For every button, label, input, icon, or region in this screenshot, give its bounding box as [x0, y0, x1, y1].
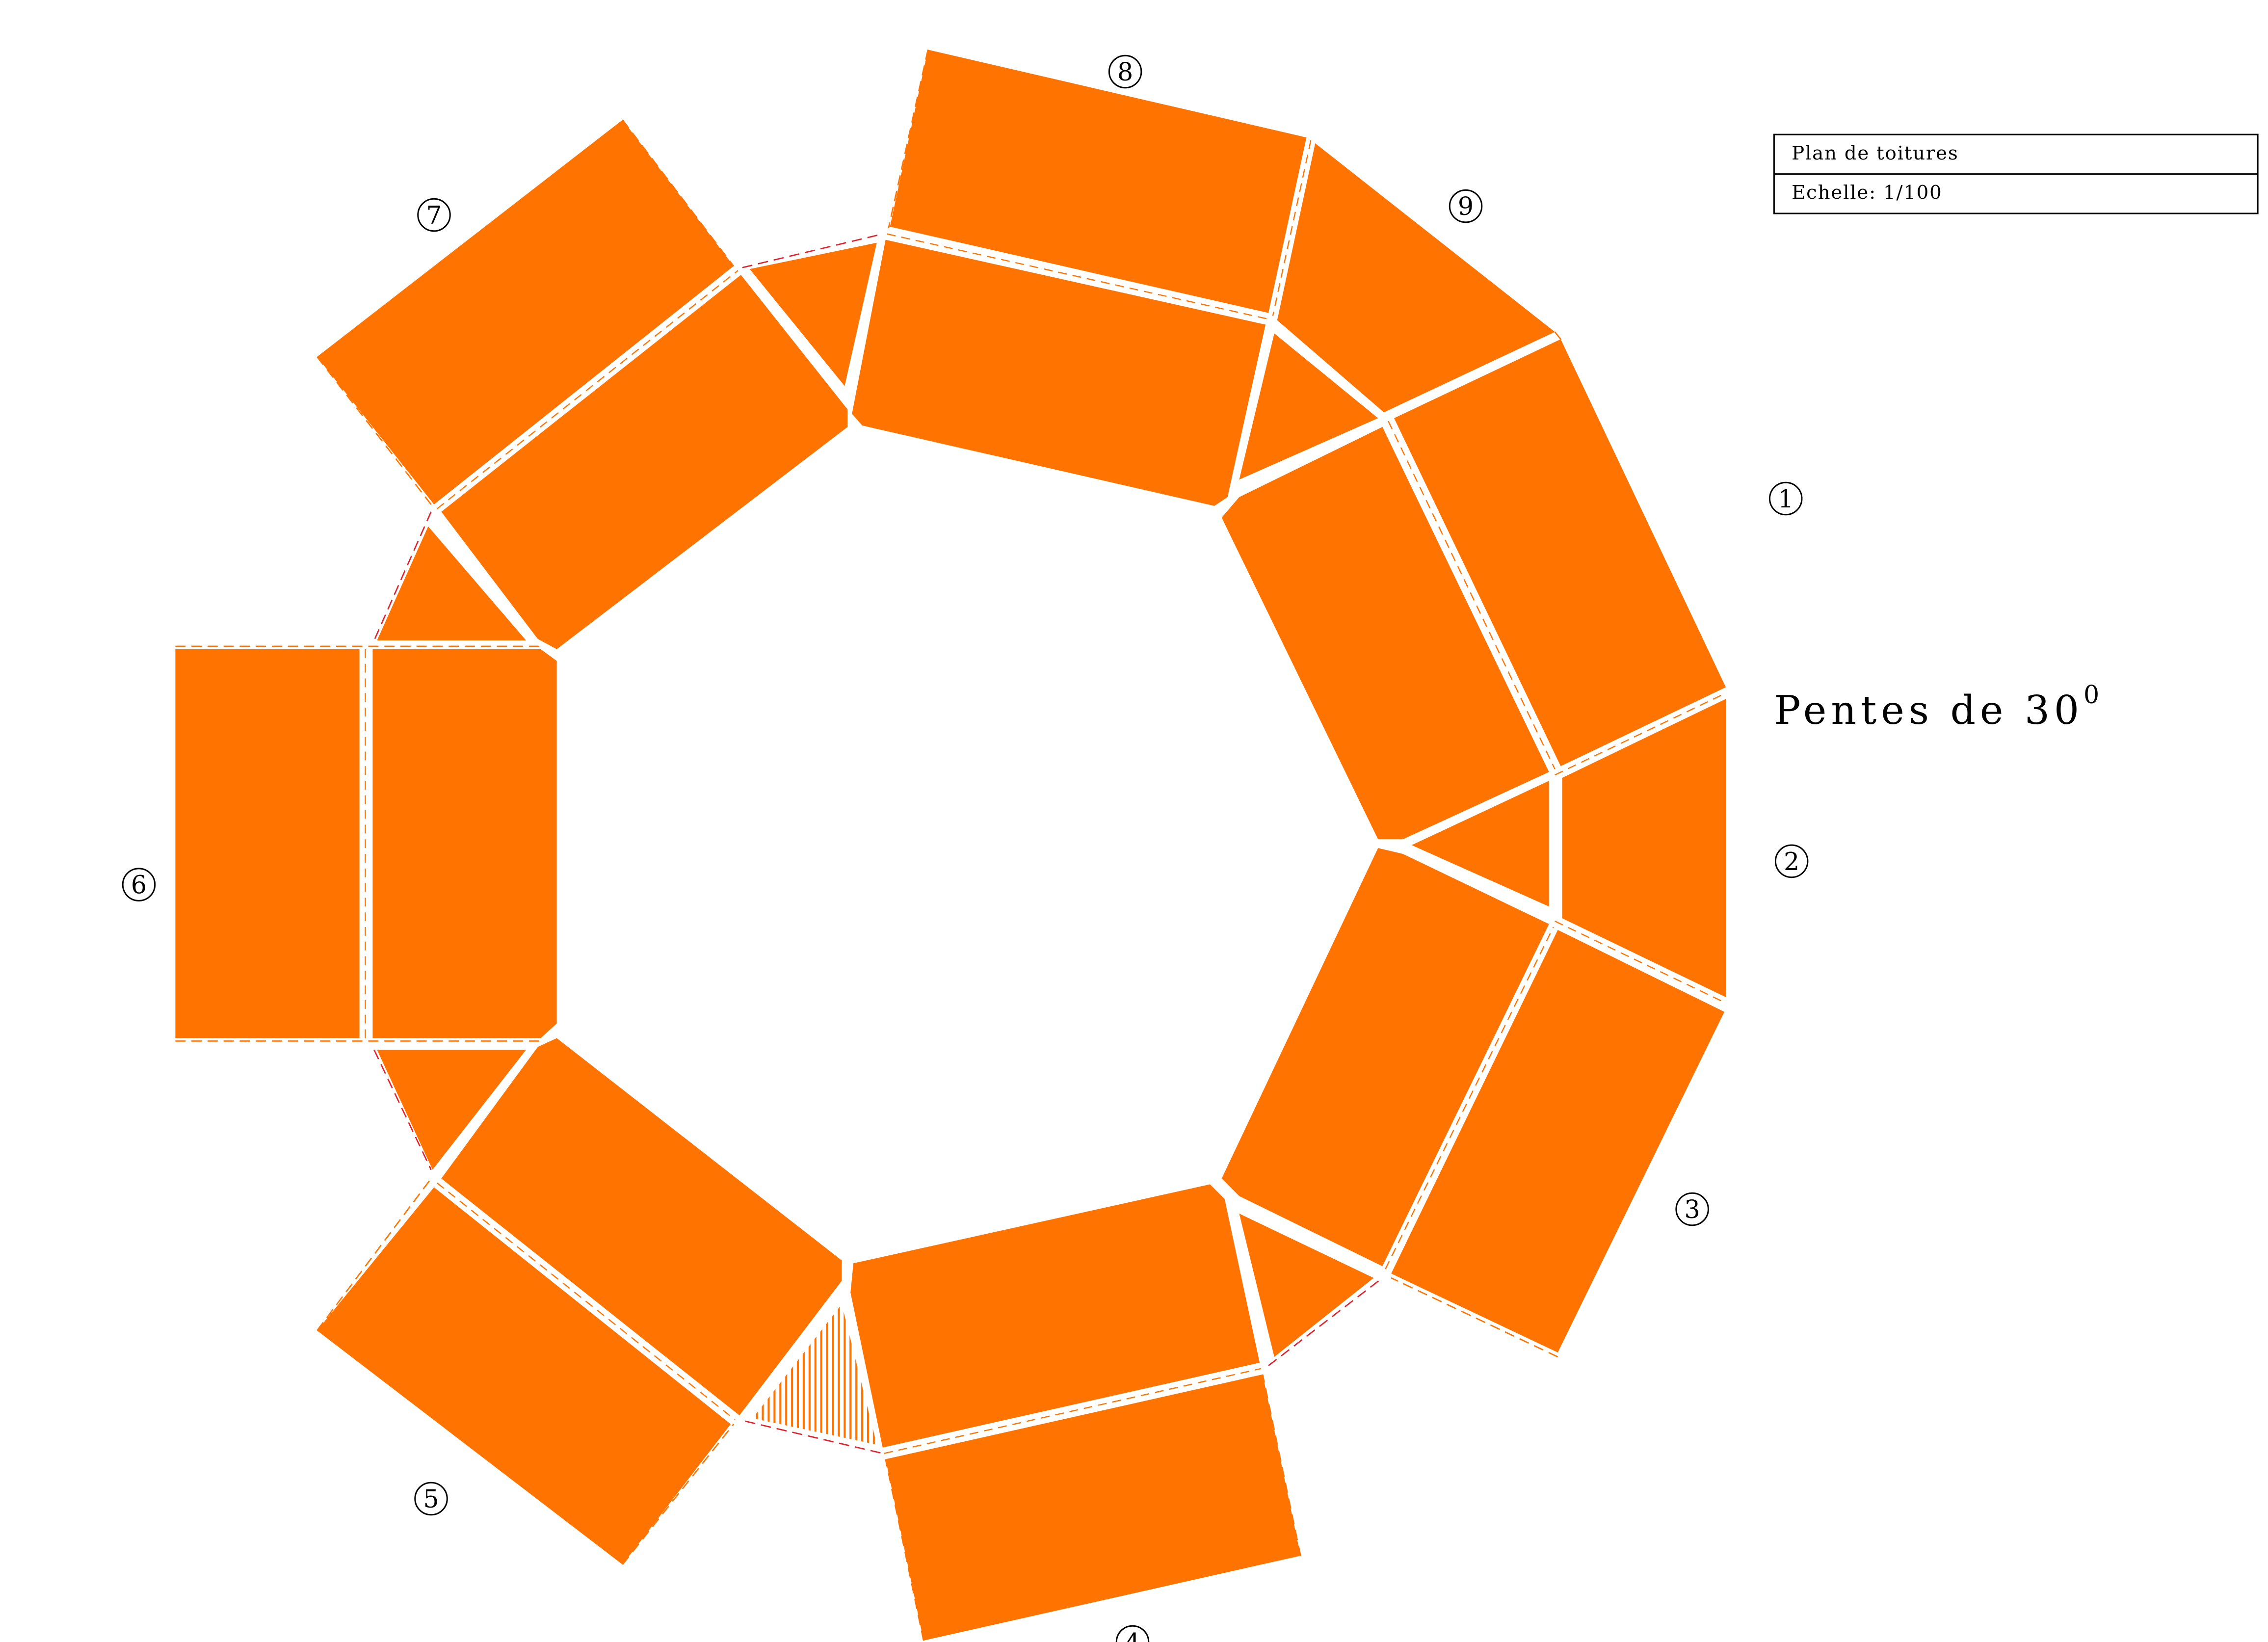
- section-number-5: 5: [423, 1484, 439, 1513]
- roof-plane-5-inner: [441, 1038, 842, 1416]
- roof-plane-2-outer: [1562, 699, 1726, 998]
- ridge-dash-5: [436, 1182, 736, 1421]
- section-number-7: 7: [426, 201, 442, 230]
- section-label-3: 3: [1675, 1192, 1709, 1226]
- section-label-9: 9: [1449, 189, 1483, 223]
- edge-dash-8a: [888, 50, 929, 229]
- section-number-4: 4: [1125, 1628, 1140, 1642]
- edge-dash-4b: [1262, 1374, 1301, 1556]
- section-number-2: 2: [1784, 847, 1799, 876]
- roof-hip-9: [1239, 333, 1378, 480]
- roof-plane-4-outer: [885, 1374, 1301, 1641]
- section-labels: 1 2 3 4 5 6 7 8: [122, 54, 1809, 1642]
- roof-plane-6-inner: [372, 649, 557, 1038]
- slope-note-main: Pentes de 30: [1774, 687, 2083, 733]
- section-label-2: 2: [1774, 844, 1809, 878]
- roof-plane-8-outer: [890, 50, 1307, 313]
- roof-plane-5-outer: [317, 1187, 731, 1565]
- roof-plane-3-inner: [1221, 848, 1549, 1267]
- ridge-dash-2a: [1555, 692, 1726, 776]
- slope-note-text: Pentes de 300: [1774, 680, 2104, 733]
- roof-hip-5: [377, 1050, 527, 1170]
- edge-dash-red-3: [1268, 1277, 1383, 1366]
- ridge-dash-3: [1385, 927, 1554, 1270]
- edge-dash-red-5: [373, 1049, 432, 1170]
- roof-plane-3-outer: [1391, 929, 1725, 1353]
- roof-plane-8-inner: [852, 239, 1266, 506]
- roof-plane-1-inner: [1221, 427, 1549, 840]
- roof-hip-3: [1239, 1214, 1374, 1357]
- edge-dash-red-7: [373, 511, 432, 641]
- section-number-3: 3: [1685, 1195, 1700, 1224]
- section-number-9: 9: [1458, 192, 1474, 221]
- edge-dash-red-8: [742, 233, 883, 268]
- edge-dash-9a: [1554, 331, 1561, 340]
- edge-dash-3a: [1391, 1277, 1558, 1358]
- slope-note: Pentes de 300: [1774, 680, 2104, 733]
- roof-plane-1-outer: [1394, 339, 1726, 767]
- roof-plane-7-outer: [317, 120, 734, 504]
- hatched-hip-4: [752, 1304, 877, 1445]
- section-number-8: 8: [1117, 57, 1133, 86]
- section-label-5: 5: [414, 1482, 448, 1516]
- section-label-4: 4: [1115, 1625, 1150, 1642]
- roof-hip-7: [377, 526, 527, 641]
- ridge-dash-2b: [1555, 921, 1726, 1004]
- edge-dash-4a: [885, 1459, 924, 1641]
- edge-dash-red-4: [745, 1420, 883, 1454]
- roof-planes: [175, 50, 1726, 1641]
- roof-plane-6-outer: [175, 649, 360, 1038]
- edge-dash-5b: [622, 1424, 735, 1565]
- outer-dashes: [175, 50, 1561, 1641]
- roof-hip-2: [1411, 781, 1549, 907]
- section-label-1: 1: [1768, 481, 1803, 516]
- section-label-7: 7: [417, 198, 451, 232]
- ridge-dash-7: [436, 270, 738, 509]
- edge-dash-7a: [622, 119, 735, 267]
- section-number-1: 1: [1778, 484, 1793, 513]
- ridge-dash-4: [884, 1368, 1262, 1454]
- plan-scale: Echelle: 1/100: [1792, 182, 1942, 204]
- section-label-8: 8: [1108, 54, 1142, 89]
- ridge-dash-9: [1272, 140, 1312, 316]
- section-number-6: 6: [131, 870, 147, 899]
- ridge-dash-8: [887, 233, 1267, 319]
- title-block: Plan de toitures Echelle: 1/100: [1773, 133, 2259, 214]
- slope-note-superscript: 0: [2083, 680, 2104, 709]
- roof-hip-8-left: [749, 242, 877, 386]
- roof-plane-7-inner: [441, 275, 848, 649]
- ridge-dash-1: [1388, 421, 1556, 769]
- ridge-dashes: [365, 140, 1726, 1454]
- plan-title: Plan de toitures: [1792, 142, 1958, 164]
- roof-plane-4-inner: [850, 1184, 1260, 1448]
- section-label-6: 6: [122, 868, 156, 901]
- roof-plane-9-outer: [1277, 143, 1555, 413]
